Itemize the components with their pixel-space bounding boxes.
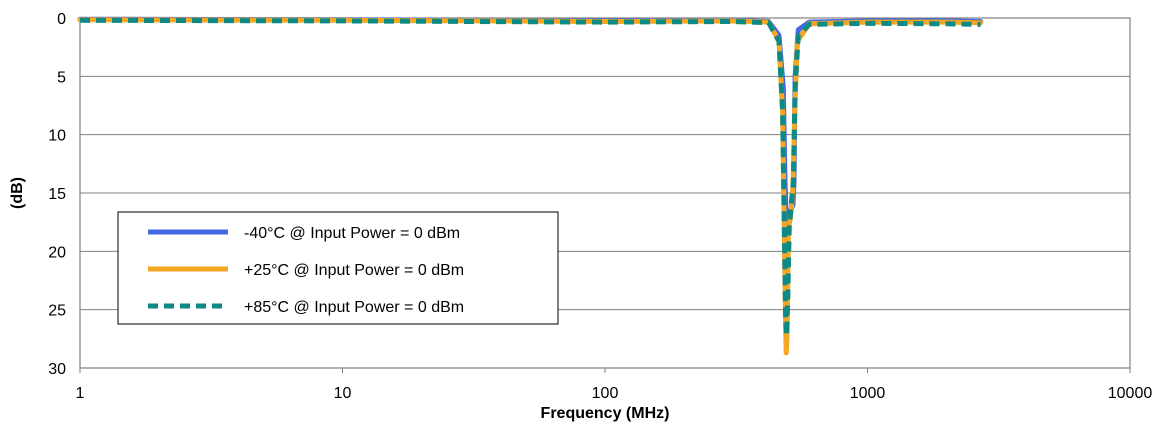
x-tick-label: 1: [76, 385, 85, 402]
series-line-3: [79, 17, 981, 338]
y-tick-label: 5: [57, 69, 66, 86]
legend-label-2: +25°C @ Input Power = 0 dBm: [244, 262, 464, 279]
x-tick-labels: 1 10 100 1000 10000: [76, 368, 1153, 402]
y-axis-title: (dB): [9, 177, 26, 209]
series-layer: [77, 16, 984, 356]
y-tick-label: 10: [48, 128, 66, 145]
x-tick-label: 100: [592, 385, 619, 402]
x-axis-title: Frequency (MHz): [541, 405, 670, 422]
x-tick-label: 10: [334, 385, 352, 402]
x-tick-label: 10000: [1108, 385, 1153, 402]
legend: -40°C @ Input Power = 0 dBm +25°C @ Input…: [117, 211, 559, 325]
legend-label-3: +85°C @ Input Power = 0 dBm: [244, 299, 464, 316]
y-tick-label: 25: [48, 303, 66, 320]
y-tick-label: 30: [48, 361, 66, 378]
y-tick-labels: 0 5 10 15 20 25 30: [48, 11, 66, 378]
x-tick-label: 1000: [850, 385, 886, 402]
y-tick-label: 15: [48, 186, 66, 203]
y-tick-label: 20: [48, 244, 66, 261]
legend-label-1: -40°C @ Input Power = 0 dBm: [244, 225, 460, 242]
y-tick-label: 0: [57, 11, 66, 28]
legend-items: -40°C @ Input Power = 0 dBm +25°C @ Input…: [148, 225, 464, 316]
